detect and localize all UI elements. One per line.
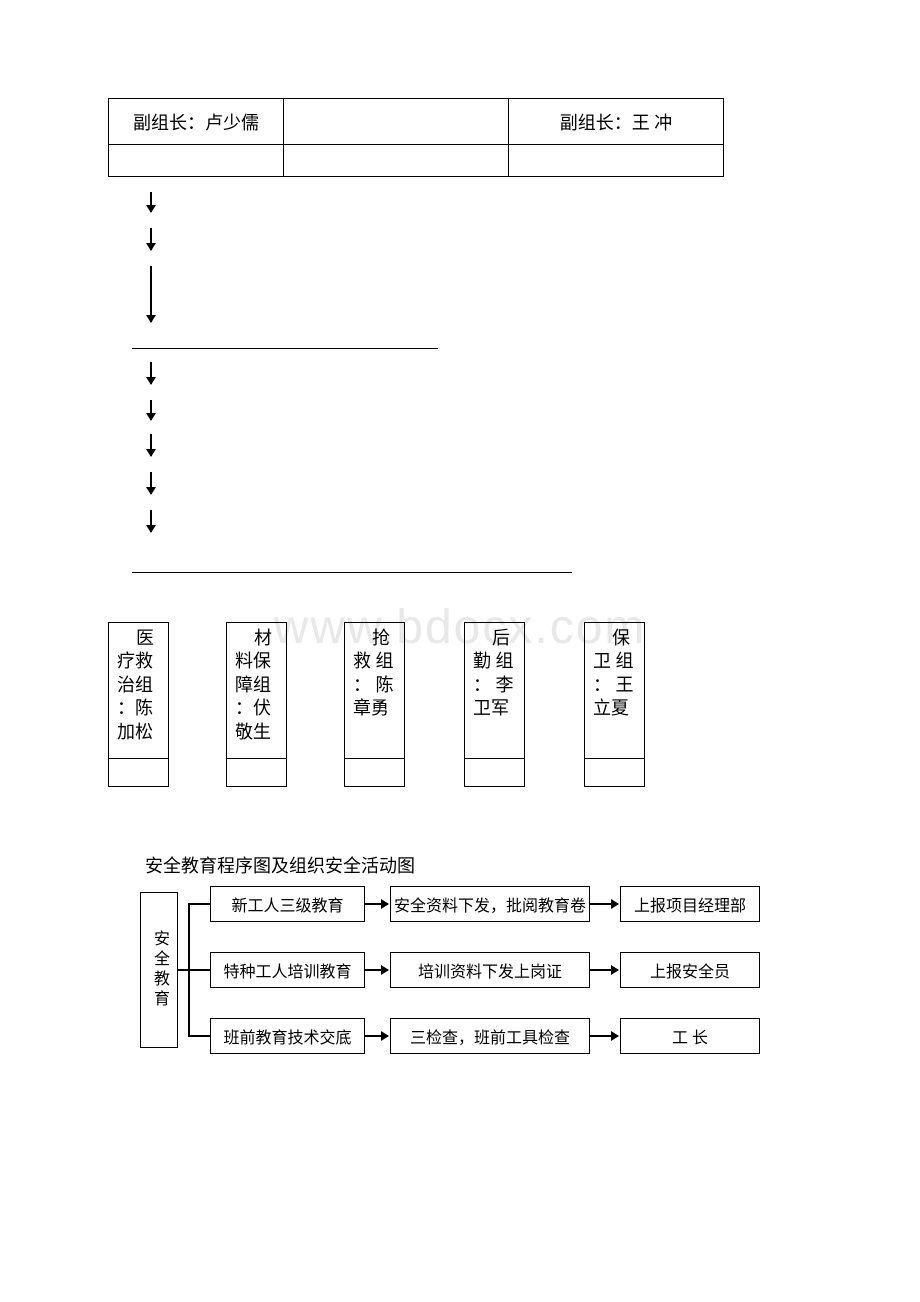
flowchart-box: 特种工人培训教育 xyxy=(210,952,365,988)
down-arrow xyxy=(150,434,152,456)
divider-line xyxy=(132,348,438,349)
flowchart-connector xyxy=(178,969,188,971)
divider-line xyxy=(132,572,572,573)
group-cell: 后勤 组： 李卫军 xyxy=(465,623,525,759)
flowchart-box: 三检查，班前工具检查 xyxy=(390,1018,590,1054)
group-gap xyxy=(525,759,585,787)
flowchart-arrow xyxy=(365,1035,388,1037)
deputy-row2-left xyxy=(109,145,284,177)
group-gap xyxy=(169,759,227,787)
group-cell: 材料保障组：伏敬生 xyxy=(227,623,287,759)
flowchart-arrow xyxy=(365,903,388,905)
group-cell-empty xyxy=(465,759,525,787)
down-arrow xyxy=(150,510,152,532)
group-gap xyxy=(169,623,227,759)
group-cell: 保卫 组： 王立夏 xyxy=(585,623,645,759)
deputy-leaders-table: 副组长：卢少儒 副组长：王 冲 xyxy=(108,98,724,177)
deputy-row2-right xyxy=(509,145,724,177)
group-gap xyxy=(405,759,465,787)
down-arrow xyxy=(150,228,152,250)
flowchart-box: 班前教育技术交底 xyxy=(210,1018,365,1054)
flowchart-connector xyxy=(188,969,210,971)
flowchart-arrow xyxy=(365,969,388,971)
groups-table: 医疗救治组：陈加松材料保障组：伏敬生抢救 组： 陈章勇后勤 组： 李卫军保卫 组… xyxy=(108,622,645,787)
deputy-mid xyxy=(284,99,509,145)
flowchart-box: 安全资料下发，批阅教育卷 xyxy=(390,886,590,922)
flowchart-connector xyxy=(188,1035,210,1037)
flowchart: 安全教育新工人三级教育安全资料下发，批阅教育卷上报项目经理部特种工人培训教育培训… xyxy=(140,886,765,1086)
flowchart-box: 新工人三级教育 xyxy=(210,886,365,922)
flowchart-box: 上报项目经理部 xyxy=(620,886,760,922)
down-arrow xyxy=(150,192,152,212)
deputy-right: 副组长：王 冲 xyxy=(509,99,724,145)
section-title: 安全教育程序图及组织安全活动图 xyxy=(145,852,415,878)
group-cell-empty xyxy=(109,759,169,787)
group-cell: 抢救 组： 陈章勇 xyxy=(345,623,405,759)
group-gap xyxy=(287,623,345,759)
group-gap xyxy=(525,623,585,759)
down-arrow xyxy=(150,472,152,494)
group-cell: 医疗救治组：陈加松 xyxy=(109,623,169,759)
deputy-left: 副组长：卢少儒 xyxy=(109,99,284,145)
flowchart-box: 工 长 xyxy=(620,1018,760,1054)
flowchart-connector xyxy=(188,903,210,905)
flowchart-box: 上报安全员 xyxy=(620,952,760,988)
group-gap xyxy=(287,759,345,787)
deputy-row2-mid xyxy=(284,145,509,177)
group-cell-empty xyxy=(585,759,645,787)
flowchart-arrow xyxy=(590,1035,618,1037)
flowchart-arrow xyxy=(590,903,618,905)
down-arrow xyxy=(150,266,152,322)
group-cell-empty xyxy=(345,759,405,787)
flowchart-arrow xyxy=(590,969,618,971)
flowchart-vlabel: 安全教育 xyxy=(140,892,178,1048)
group-gap xyxy=(405,623,465,759)
down-arrow xyxy=(150,362,152,384)
flowchart-box: 培训资料下发上岗证 xyxy=(390,952,590,988)
down-arrow xyxy=(150,400,152,420)
group-cell-empty xyxy=(227,759,287,787)
